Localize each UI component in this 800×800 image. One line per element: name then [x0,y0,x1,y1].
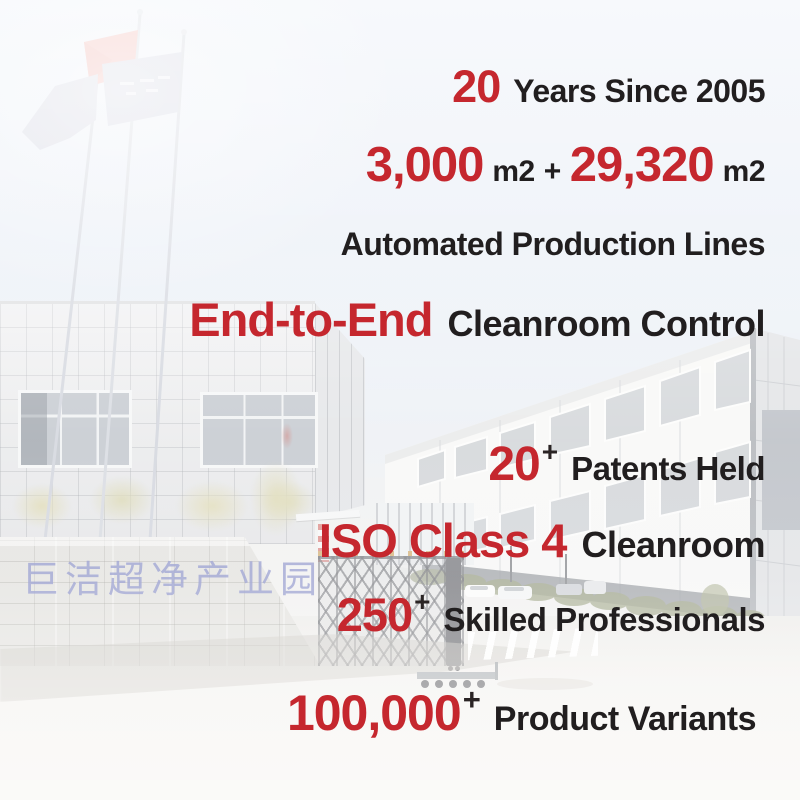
cart-platform [417,672,497,679]
wall-sign-text: 巨洁超净产业园 [22,559,323,600]
stat-product-variants: 100,000 + Product Variants [286,684,757,741]
stat-label: Automated Production Lines [340,226,766,262]
stat-production-lines: Automated Production Lines [340,226,766,263]
stat-patents: 20 + Patents Held [488,436,765,491]
flagpoles-and-flags [22,9,187,541]
plus-superscript: + [462,682,481,717]
stat-value: 29,320 [569,138,715,192]
stat-unit: m2 [722,155,766,188]
stat-facility-area: 3,000 m2 + 29,320 m2 [365,138,766,192]
stat-cleanroom-control: End-to-End Cleanroom Control [189,296,765,345]
plus-superscript: + [414,586,431,617]
stat-iso-class: ISO Class 4 Cleanroom [318,514,766,567]
stat-value: 20 [488,438,540,491]
plus-superscript: + [541,436,559,467]
navy-flag-drooping [22,74,98,150]
stat-value: 3,000 [365,138,485,192]
pale-tree [240,455,312,563]
cart-handle [495,662,498,680]
stat-years-since: 20 Years Since 2005 [452,64,765,110]
plus-sign: + [543,155,562,188]
stat-value: 100,000 [286,685,462,741]
stat-professionals: 250 + Skilled Professionals [336,586,766,641]
stat-label: Patents Held [571,450,765,487]
stat-label: Years Since 2005 [513,73,765,109]
stat-value: End-to-End [189,293,433,346]
navy-company-flag [102,52,182,126]
stat-value: 20 [452,61,501,112]
stat-value: 250 [336,588,413,641]
glass-curtain-wall [762,410,800,530]
stat-label: Cleanroom [581,524,765,565]
stat-label: Product Variants [493,700,757,738]
flagpole-finial [181,29,187,35]
stat-label: Skilled Professionals [443,601,766,638]
stat-label: Cleanroom Control [447,303,765,344]
stat-unit: m2 [492,155,535,188]
stat-value: ISO Class 4 [318,514,568,567]
flagpole-finial [137,9,143,15]
